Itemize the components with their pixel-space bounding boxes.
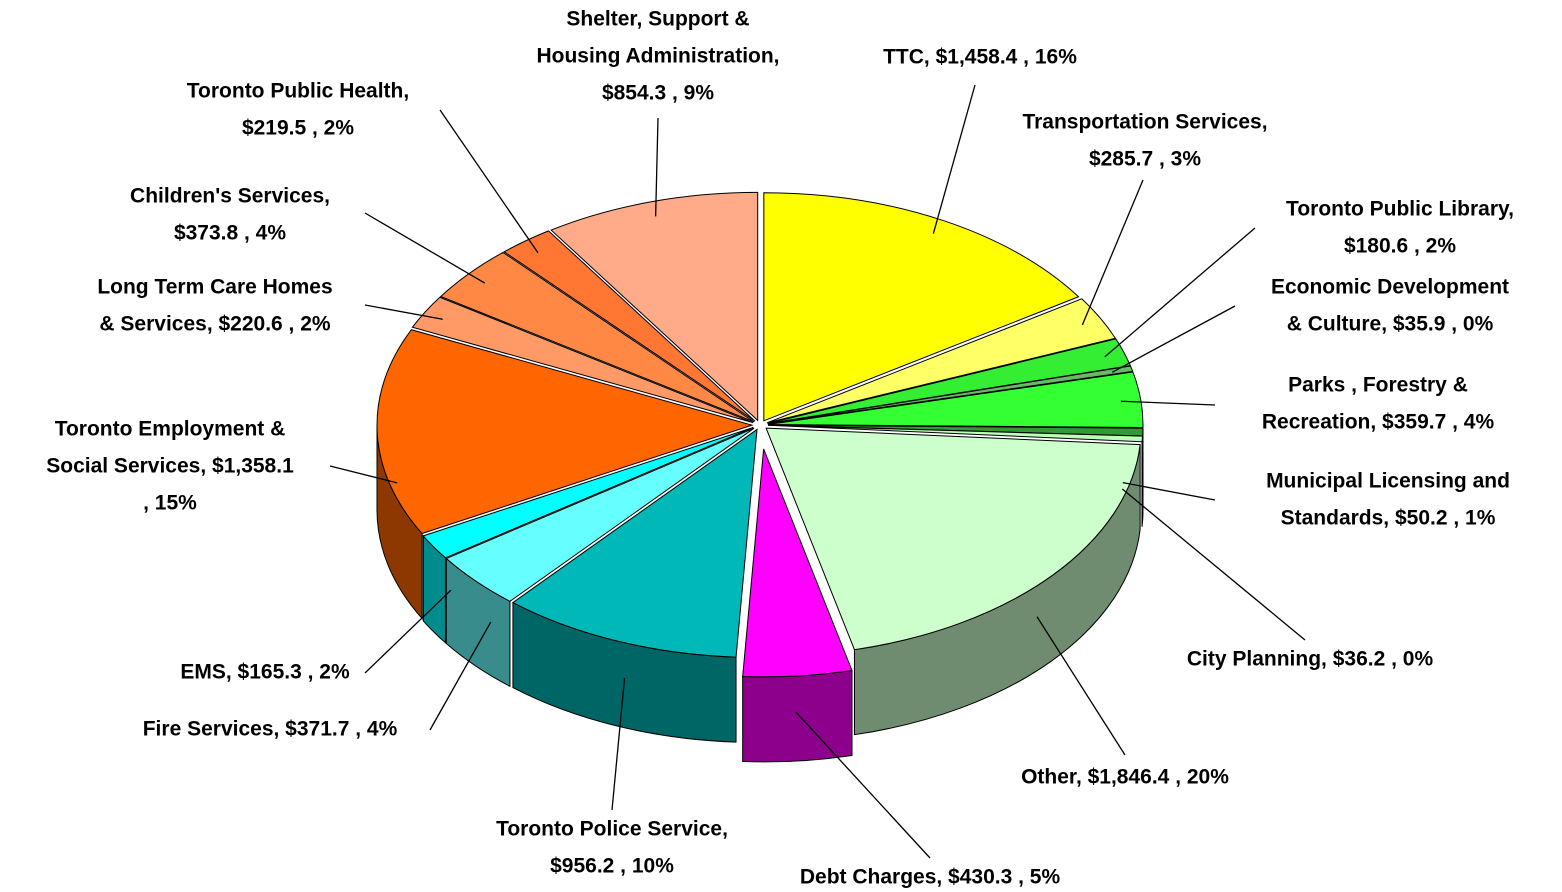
leader-line bbox=[795, 711, 931, 859]
slice bbox=[439, 251, 755, 423]
slice-label: Toronto Police Service, bbox=[496, 818, 728, 841]
slice-label: Shelter, Support & bbox=[566, 8, 749, 31]
slice-label: $373.8 , 4% bbox=[174, 222, 286, 245]
slice-label: $219.5 , 2% bbox=[242, 117, 354, 140]
slice-label: $854.3 , 9% bbox=[602, 82, 714, 105]
slice-label: Toronto Public Health, bbox=[187, 80, 409, 103]
leader-line bbox=[654, 117, 659, 217]
slice bbox=[550, 191, 759, 422]
leader-line bbox=[329, 465, 398, 484]
slice bbox=[765, 427, 1141, 651]
leader-line bbox=[1121, 488, 1306, 641]
slice bbox=[767, 424, 1144, 443]
slice bbox=[445, 427, 755, 602]
slice-label: EMS, $165.3 , 2% bbox=[180, 661, 350, 684]
slice-side bbox=[742, 669, 853, 763]
leader-line bbox=[429, 621, 492, 731]
slice-label: Other, $1,846.4 , 20% bbox=[1021, 766, 1229, 789]
slice-label: Parks , Forestry & bbox=[1288, 374, 1468, 397]
leader-line bbox=[364, 304, 443, 320]
slice-sides bbox=[376, 424, 1144, 763]
slice-label: $180.6 , 2% bbox=[1344, 235, 1456, 258]
slice-label: Children's Services, bbox=[130, 185, 330, 208]
slice-label: Fire Services, $371.7 , 4% bbox=[143, 718, 398, 741]
slice-label: , 15% bbox=[143, 492, 197, 515]
slice-label: Toronto Public Library, bbox=[1286, 198, 1514, 221]
leader-line bbox=[611, 678, 626, 811]
leader-line bbox=[932, 84, 976, 234]
slice-label: $285.7 , 3% bbox=[1089, 148, 1201, 171]
slice bbox=[411, 296, 754, 424]
leader-line bbox=[1081, 179, 1144, 326]
slice bbox=[767, 371, 1144, 429]
slice-label: Economic Development bbox=[1271, 276, 1509, 299]
slice bbox=[376, 329, 754, 535]
slice-label: Recreation, $359.7 , 4% bbox=[1262, 411, 1495, 434]
leader-line bbox=[1036, 616, 1126, 756]
slice-label: & Services, $220.6 , 2% bbox=[99, 313, 330, 336]
slice-label: Municipal Licensing and bbox=[1266, 470, 1510, 493]
slice-label: $956.2 , 10% bbox=[550, 855, 674, 878]
slice-label: Housing Administration, bbox=[536, 45, 779, 68]
leader-line bbox=[439, 109, 539, 254]
slice bbox=[503, 230, 756, 422]
slice-label: Toronto Employment & bbox=[55, 418, 286, 441]
slice-label: Debt Charges, $430.3 , 5% bbox=[800, 866, 1061, 889]
slice-label: City Planning, $36.2 , 0% bbox=[1187, 648, 1434, 671]
slice bbox=[767, 365, 1134, 425]
slice-label: TTC, $1,458.4 , 16% bbox=[883, 46, 1077, 69]
slice bbox=[763, 192, 1080, 422]
slice-side bbox=[1141, 436, 1144, 527]
slice bbox=[766, 298, 1117, 424]
slice-label: Standards, $50.2 , 1% bbox=[1281, 507, 1496, 530]
slice bbox=[511, 428, 758, 658]
leader-line bbox=[1104, 227, 1256, 358]
leader-line bbox=[1111, 305, 1236, 373]
slice-label: & Culture, $35.9 , 0% bbox=[1287, 313, 1494, 336]
leader-line bbox=[1122, 482, 1216, 501]
slice bbox=[422, 427, 754, 559]
leader-line bbox=[364, 589, 452, 674]
slice-label: Transportation Services, bbox=[1022, 111, 1267, 134]
slice-label: Long Term Care Homes bbox=[97, 276, 332, 299]
leader-line bbox=[364, 212, 486, 284]
leader-line bbox=[1120, 400, 1216, 406]
slice-label: Social Services, $1,358.1 bbox=[46, 455, 294, 478]
slice bbox=[742, 448, 853, 678]
